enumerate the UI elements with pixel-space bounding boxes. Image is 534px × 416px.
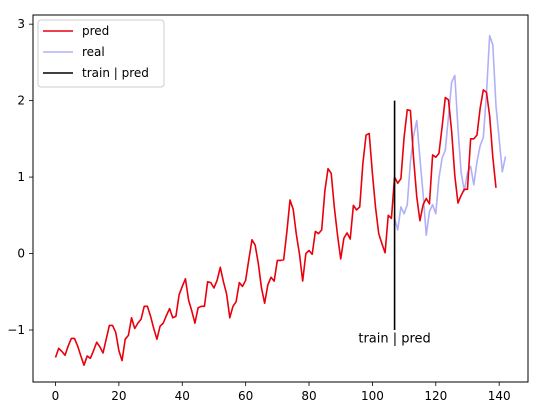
y-tick-label: −1: [7, 323, 25, 337]
y-tick-label: 3: [17, 17, 25, 31]
x-tick-label: 0: [52, 389, 60, 403]
annotation-label: train | pred: [358, 332, 430, 347]
y-axis: −1 0 1 2 3: [7, 17, 33, 337]
legend: pred real train | pred: [37, 19, 165, 88]
x-tick-label: 40: [175, 389, 190, 403]
x-tick-label: 20: [111, 389, 126, 403]
plot-frame: [32, 14, 529, 383]
y-tick-label: 0: [17, 247, 25, 261]
x-tick-label: 100: [361, 389, 384, 403]
legend-label-split: train | pred: [82, 66, 149, 80]
x-axis: 0 20 40 60 80 100 120 140: [52, 382, 511, 403]
x-tick-label: 140: [488, 389, 511, 403]
x-tick-label: 80: [301, 389, 316, 403]
series-line-pred: [54, 89, 497, 366]
y-tick-label: 2: [17, 94, 25, 108]
legend-label-real: real: [82, 45, 105, 59]
legend-box: [37, 19, 165, 88]
x-tick-label: 120: [424, 389, 447, 403]
y-tick-label: 1: [17, 170, 25, 184]
legend-label-pred: pred: [82, 24, 109, 38]
series-layer: [54, 34, 507, 366]
x-tick-label: 60: [238, 389, 253, 403]
